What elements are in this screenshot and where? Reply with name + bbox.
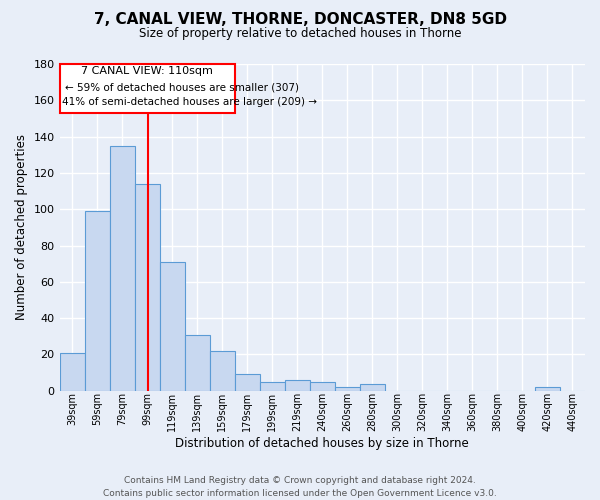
FancyBboxPatch shape <box>59 64 235 113</box>
Text: Contains HM Land Registry data © Crown copyright and database right 2024.
Contai: Contains HM Land Registry data © Crown c… <box>103 476 497 498</box>
Text: ← 59% of detached houses are smaller (307): ← 59% of detached houses are smaller (30… <box>65 82 299 92</box>
Bar <box>335 387 360 391</box>
Bar <box>59 352 85 391</box>
Bar <box>235 374 260 391</box>
Bar <box>535 387 560 391</box>
Bar <box>310 382 335 391</box>
Text: 41% of semi-detached houses are larger (209) →: 41% of semi-detached houses are larger (… <box>62 96 317 106</box>
Bar <box>134 184 160 391</box>
Text: Size of property relative to detached houses in Thorne: Size of property relative to detached ho… <box>139 28 461 40</box>
Bar <box>285 380 310 391</box>
Bar <box>85 211 110 391</box>
Bar <box>360 384 385 391</box>
X-axis label: Distribution of detached houses by size in Thorne: Distribution of detached houses by size … <box>175 437 469 450</box>
Text: 7 CANAL VIEW: 110sqm: 7 CANAL VIEW: 110sqm <box>81 66 213 76</box>
Y-axis label: Number of detached properties: Number of detached properties <box>15 134 28 320</box>
Bar <box>110 146 134 391</box>
Bar <box>260 382 285 391</box>
Bar <box>185 334 209 391</box>
Bar <box>160 262 185 391</box>
Bar <box>209 351 235 391</box>
Text: 7, CANAL VIEW, THORNE, DONCASTER, DN8 5GD: 7, CANAL VIEW, THORNE, DONCASTER, DN8 5G… <box>94 12 506 28</box>
